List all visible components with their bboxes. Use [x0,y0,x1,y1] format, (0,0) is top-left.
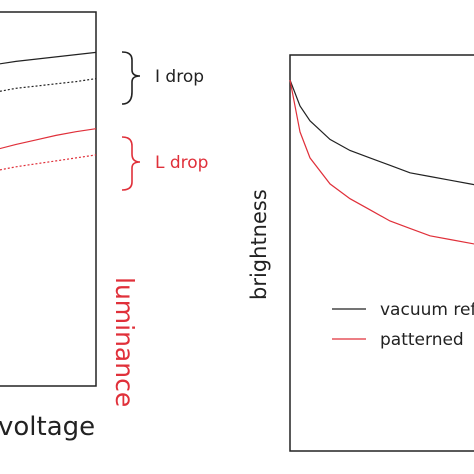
i-drop-annotation: I drop [155,67,204,87]
left-x-axis-label: voltage [0,412,95,442]
l-drop-bracket [121,136,141,191]
left-chart: I drop L drop voltage luminance [0,11,208,442]
right-series-line-1 [289,79,474,245]
luminance-axis-label: luminance [110,277,139,407]
right-series-line-0 [289,79,474,186]
left-series-group [0,51,97,171]
legend-label-vacuum-ref: vacuum ref [380,300,474,320]
right-series-group [289,79,474,245]
legend: vacuum ref patterned [332,300,474,350]
left-series-line-1 [0,78,97,92]
left-series-line-2 [0,128,97,150]
i-drop-bracket [121,51,141,105]
legend-label-patterned: patterned [380,330,464,350]
brightness-axis-label: brightness [247,189,271,300]
left-series-line-3 [0,154,97,171]
l-drop-annotation: L drop [155,153,208,173]
left-plot-frame [0,11,97,387]
right-chart: brightness vacuum ref patterned [247,54,474,452]
right-plot-frame [289,54,474,452]
left-series-line-0 [0,51,97,65]
